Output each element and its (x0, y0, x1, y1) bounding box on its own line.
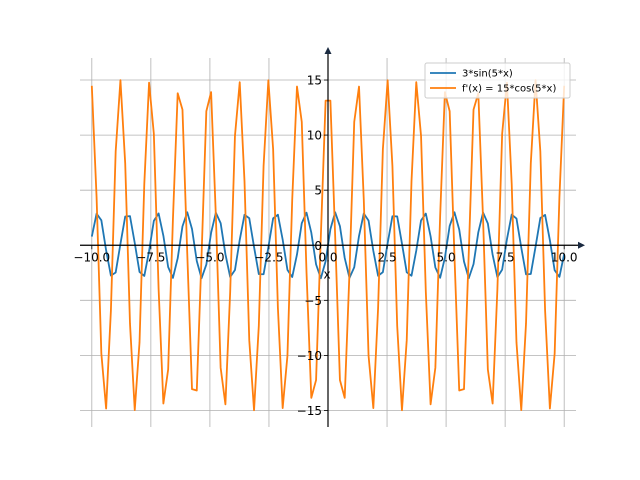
y-tick-label-4: 5 (314, 184, 322, 198)
x-tick-label-4: 0.0 (318, 250, 337, 264)
y-axis-arrow-icon (324, 47, 332, 54)
y-tick-label-2: −5 (304, 294, 322, 308)
legend-label-sin: 3*sin(5*x) (462, 69, 513, 80)
ticks: −10.0 −7.5 −5.0 −2.5 0.0 2.5 5.0 7.5 10.0 −15 −10 −… (73, 74, 577, 418)
x-axis-label: x (323, 267, 330, 281)
y-tick-label-6: 15 (307, 74, 322, 88)
x-tick-label-5: 2.5 (378, 250, 397, 264)
y-tick-label-1: −10 (297, 349, 322, 363)
x-tick-label-2: −5.0 (195, 250, 224, 264)
x-tick-label-0: −10.0 (73, 250, 110, 264)
legend-box (424, 62, 571, 99)
axes (80, 47, 585, 427)
x-tick-label-7: 7.5 (496, 250, 515, 264)
x-tick-label-3: −2.5 (254, 250, 283, 264)
x-tick-label-1: −7.5 (136, 250, 165, 264)
x-axis-arrow-icon (578, 241, 585, 249)
x-tick-label-8: 10.0 (551, 250, 578, 264)
y-tick-label-3: 0 (314, 239, 322, 253)
legend: 3*sin(5*x) f'(x) = 15*cos(5*x) (424, 62, 571, 99)
x-tick-label-6: 5.0 (437, 250, 456, 264)
y-tick-label-0: −15 (297, 404, 322, 418)
legend-label-derivative: f'(x) = 15*cos(5*x) (462, 84, 556, 95)
y-tick-label-5: 10 (307, 129, 322, 143)
